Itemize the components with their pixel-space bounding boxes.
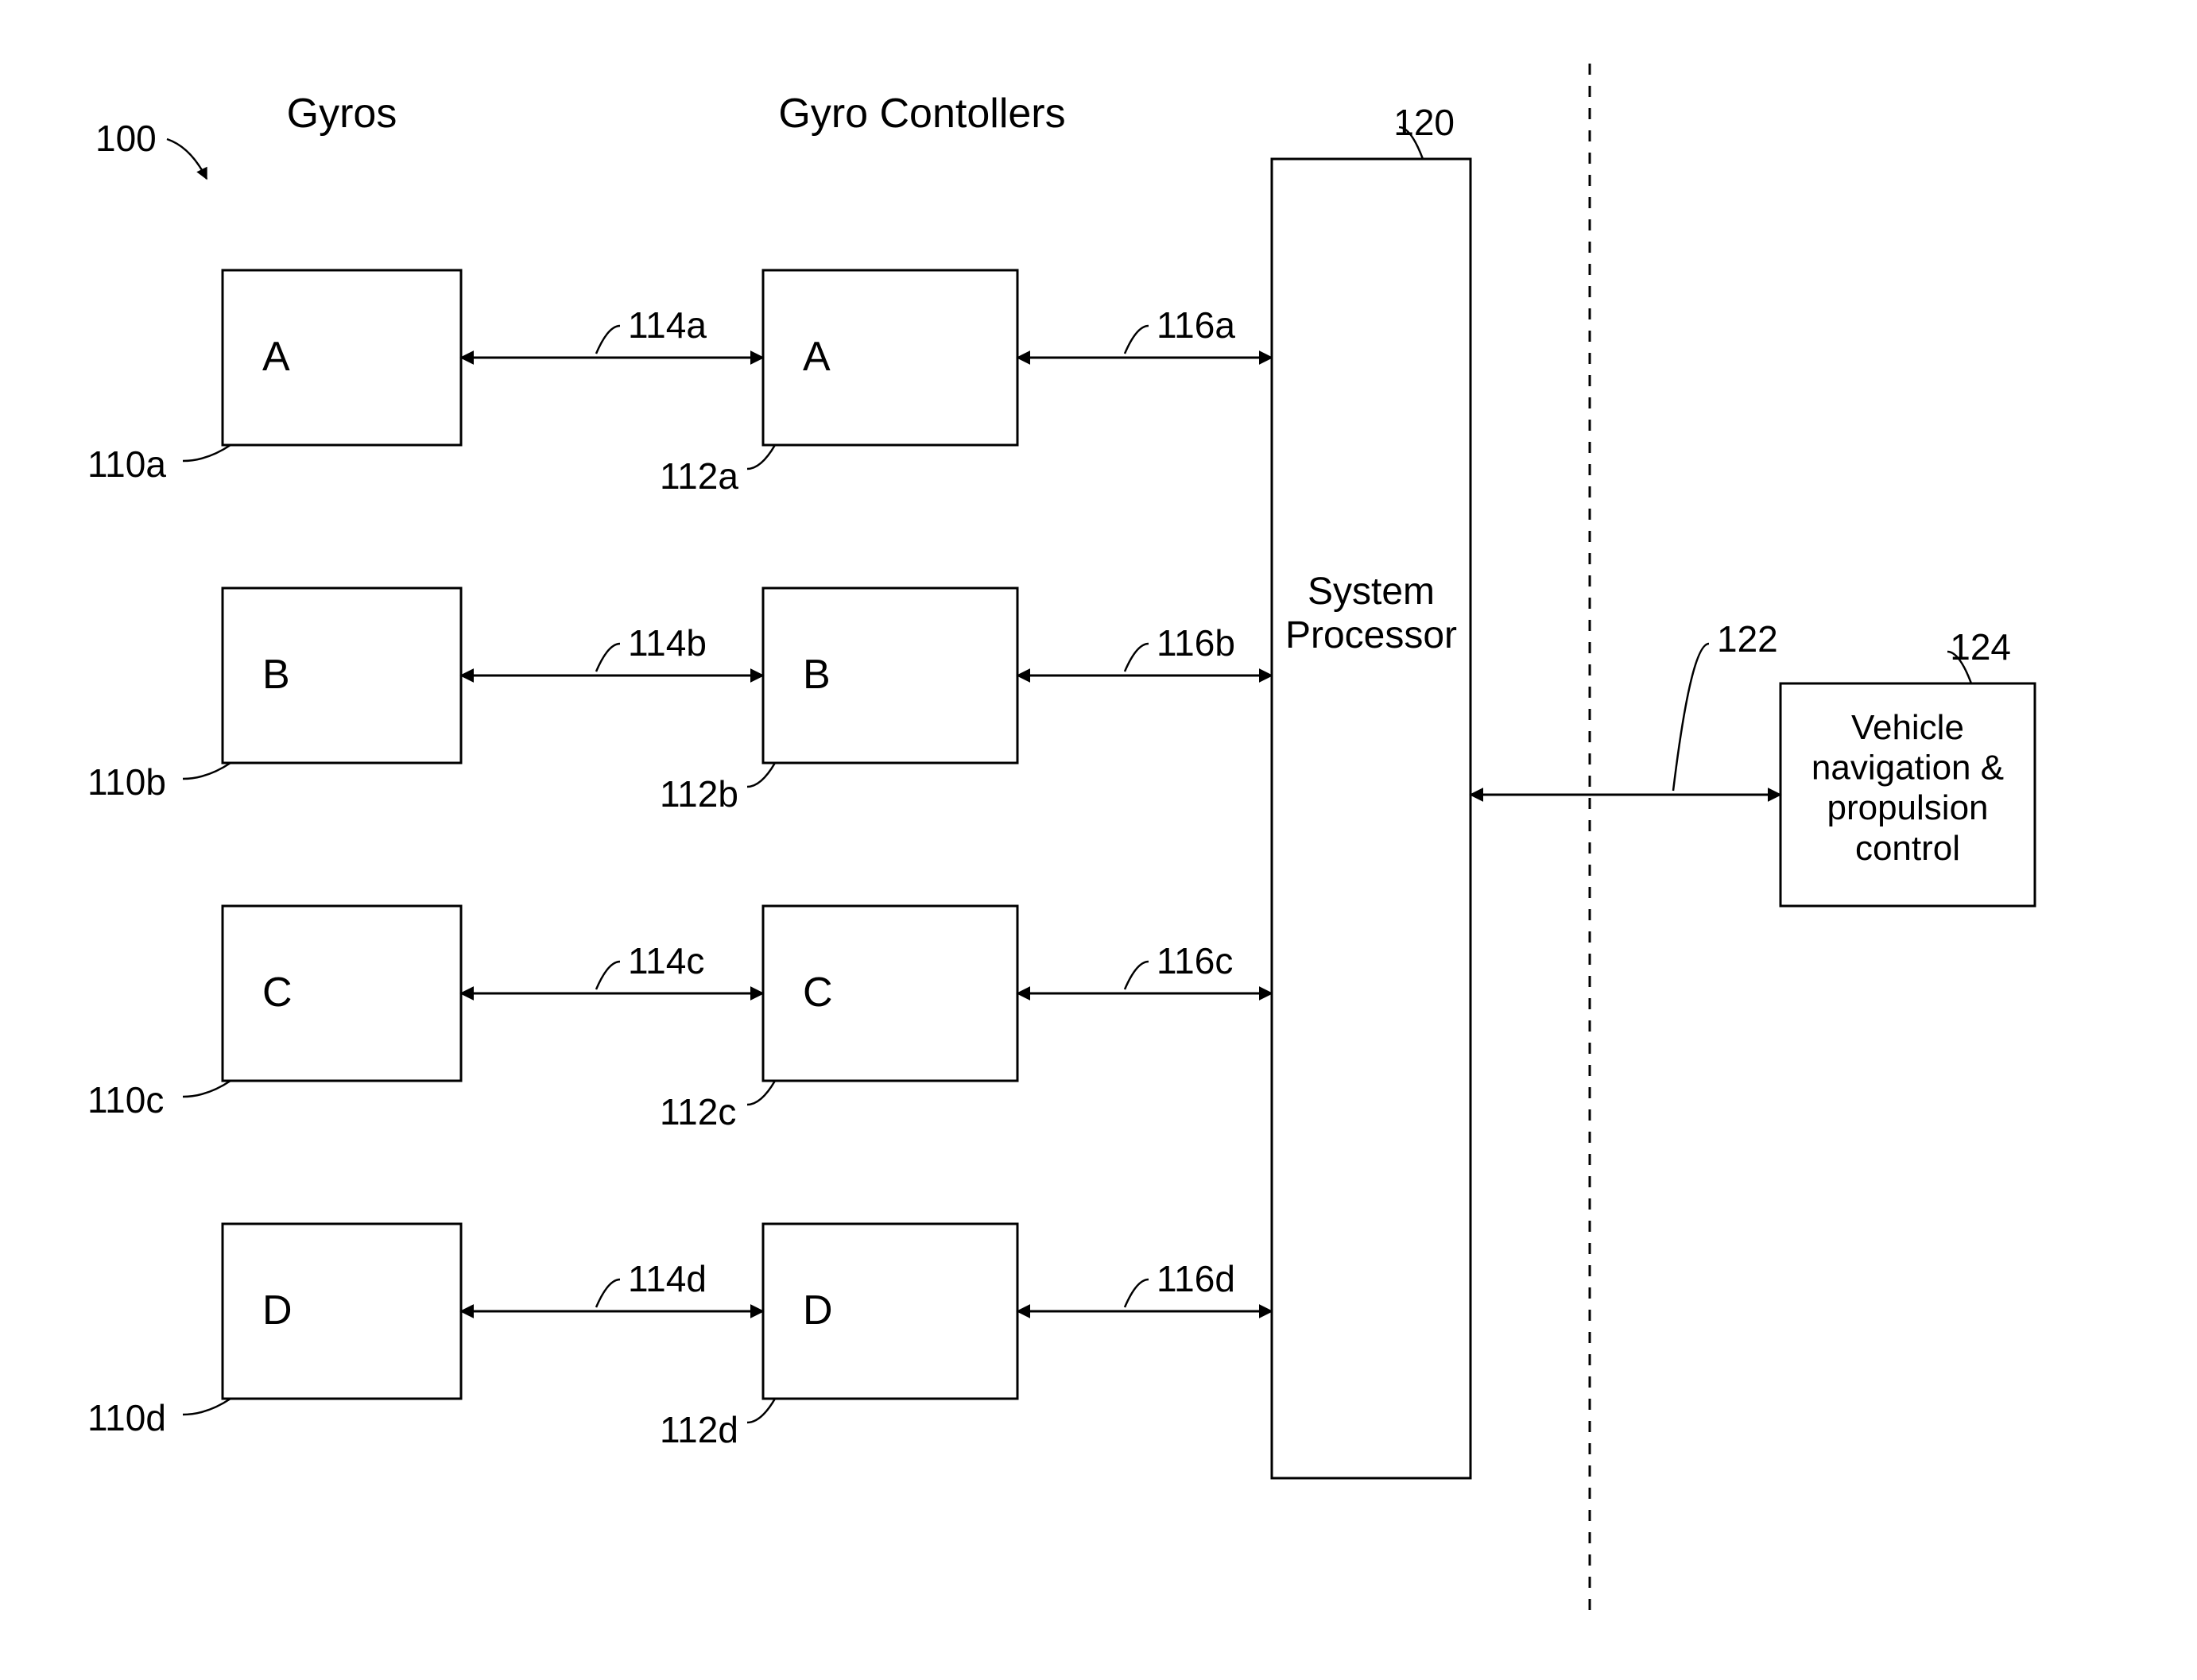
- link-proc-vehicle-ref: 122: [1717, 618, 1778, 660]
- gyro-2-ref: 110c: [87, 1079, 164, 1121]
- controller-c-box: [763, 906, 1017, 1081]
- gyro-0-ref-leader: [183, 445, 231, 461]
- controller-2-label: C: [803, 970, 833, 1016]
- gyro-c-box: [223, 906, 461, 1081]
- gyro-2-ref-leader: [183, 1081, 231, 1097]
- gyro-0-label: A: [262, 334, 290, 380]
- gyro-1-ref-leader: [183, 763, 231, 779]
- system-processor-box: [1272, 159, 1470, 1478]
- figure-ref: 100: [95, 118, 157, 159]
- figure-ref-leader: [167, 139, 207, 179]
- link-proc-vehicle-leader: [1673, 644, 1709, 791]
- vehicle-nav-ref: 124: [1950, 626, 2011, 668]
- link-gc-0-ref: 114a: [628, 304, 707, 346]
- controller-0-ref-leader: [747, 445, 775, 469]
- controller-0-ref: 112a: [660, 455, 738, 497]
- link-gc-2-leader: [596, 962, 620, 989]
- controller-1-label: B: [803, 652, 831, 698]
- link-gc-0-leader: [596, 326, 620, 354]
- controller-1-ref: 112b: [660, 773, 738, 815]
- link-gc-3-leader: [596, 1279, 620, 1307]
- gyro-d-box: [223, 1224, 461, 1399]
- controller-3-ref-leader: [747, 1399, 775, 1423]
- link-cp-1-leader: [1125, 644, 1149, 672]
- system-processor-ref: 120: [1393, 102, 1455, 143]
- gyro-a-box: [223, 270, 461, 445]
- controller-1-ref-leader: [747, 763, 775, 787]
- header-controllers: Gyro Contollers: [778, 91, 1065, 137]
- block-diagram: Gyros Gyro Contollers 100 A 110a A 112a 114a 116…: [0, 0, 2197, 1680]
- controller-a-box: [763, 270, 1017, 445]
- gyro-1-ref: 110b: [87, 761, 166, 803]
- link-cp-0-ref: 116a: [1157, 304, 1235, 346]
- gyro-1-label: B: [262, 652, 290, 698]
- controller-0-label: A: [803, 334, 831, 380]
- controller-3-ref: 112d: [660, 1409, 738, 1450]
- link-cp-3-leader: [1125, 1279, 1149, 1307]
- controller-3-label: D: [803, 1287, 833, 1334]
- gyro-b-box: [223, 588, 461, 763]
- link-gc-1-leader: [596, 644, 620, 672]
- link-cp-2-ref: 116c: [1157, 940, 1233, 981]
- link-cp-2-leader: [1125, 962, 1149, 989]
- controller-d-box: [763, 1224, 1017, 1399]
- link-cp-1-ref: 116b: [1157, 622, 1235, 664]
- link-gc-1-ref: 114b: [628, 622, 707, 664]
- controller-b-box: [763, 588, 1017, 763]
- header-gyros: Gyros: [287, 91, 397, 137]
- link-cp-0-leader: [1125, 326, 1149, 354]
- gyro-0-ref: 110a: [87, 443, 166, 485]
- link-gc-2-ref: 114c: [628, 940, 704, 981]
- link-cp-3-ref: 116d: [1157, 1258, 1235, 1299]
- controller-2-ref: 112c: [660, 1091, 736, 1132]
- controller-2-ref-leader: [747, 1081, 775, 1105]
- gyro-2-label: C: [262, 970, 293, 1016]
- gyro-3-label: D: [262, 1287, 293, 1334]
- gyro-3-ref: 110d: [87, 1397, 166, 1438]
- link-gc-3-ref: 114d: [628, 1258, 707, 1299]
- gyro-3-ref-leader: [183, 1399, 231, 1415]
